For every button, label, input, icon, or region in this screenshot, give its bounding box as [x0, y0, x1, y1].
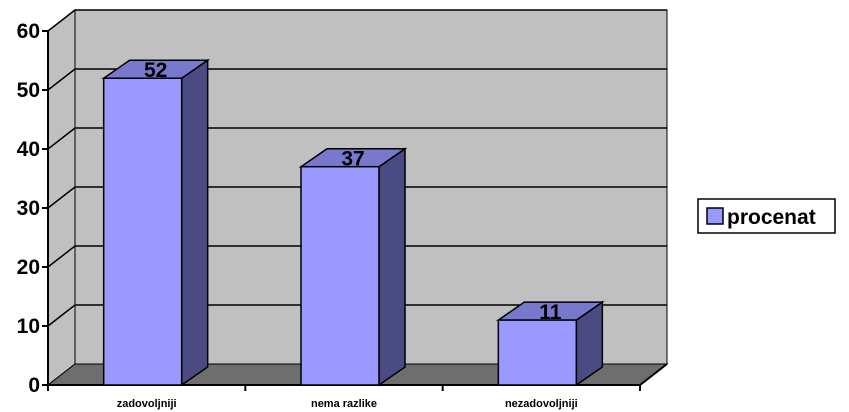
- bar-side: [379, 149, 405, 385]
- legend-swatch: [707, 208, 723, 224]
- y-tick-label: 40: [17, 138, 40, 161]
- data-label: 11: [539, 301, 562, 324]
- x-tick-label: zadovoljniji: [117, 398, 177, 410]
- bar: [301, 149, 405, 385]
- data-label: 37: [341, 148, 364, 171]
- y-tick-label: 60: [17, 20, 40, 43]
- legend-label: procenat: [727, 206, 816, 229]
- y-tick-labels: 0 10 20 30 40 50 60: [17, 20, 40, 397]
- x-tick-label: nema razlike: [311, 398, 377, 410]
- x-tick-label: nezadovoljniji: [505, 398, 578, 410]
- bar-front: [301, 167, 379, 385]
- bar-side: [182, 60, 208, 385]
- bar-front: [498, 320, 576, 385]
- legend: procenat: [698, 199, 835, 233]
- y-tick-label: 10: [17, 315, 40, 338]
- y-tick-label: 0: [28, 374, 40, 397]
- y-tick-label: 20: [17, 256, 40, 279]
- x-tick-labels: zadovoljniji nema razlike nezadovoljniji: [117, 398, 578, 410]
- y-tick-label: 50: [17, 79, 40, 102]
- bar: [104, 60, 208, 385]
- data-label: 52: [144, 59, 167, 82]
- y-tick-label: 30: [17, 197, 40, 220]
- bar-front: [104, 78, 182, 385]
